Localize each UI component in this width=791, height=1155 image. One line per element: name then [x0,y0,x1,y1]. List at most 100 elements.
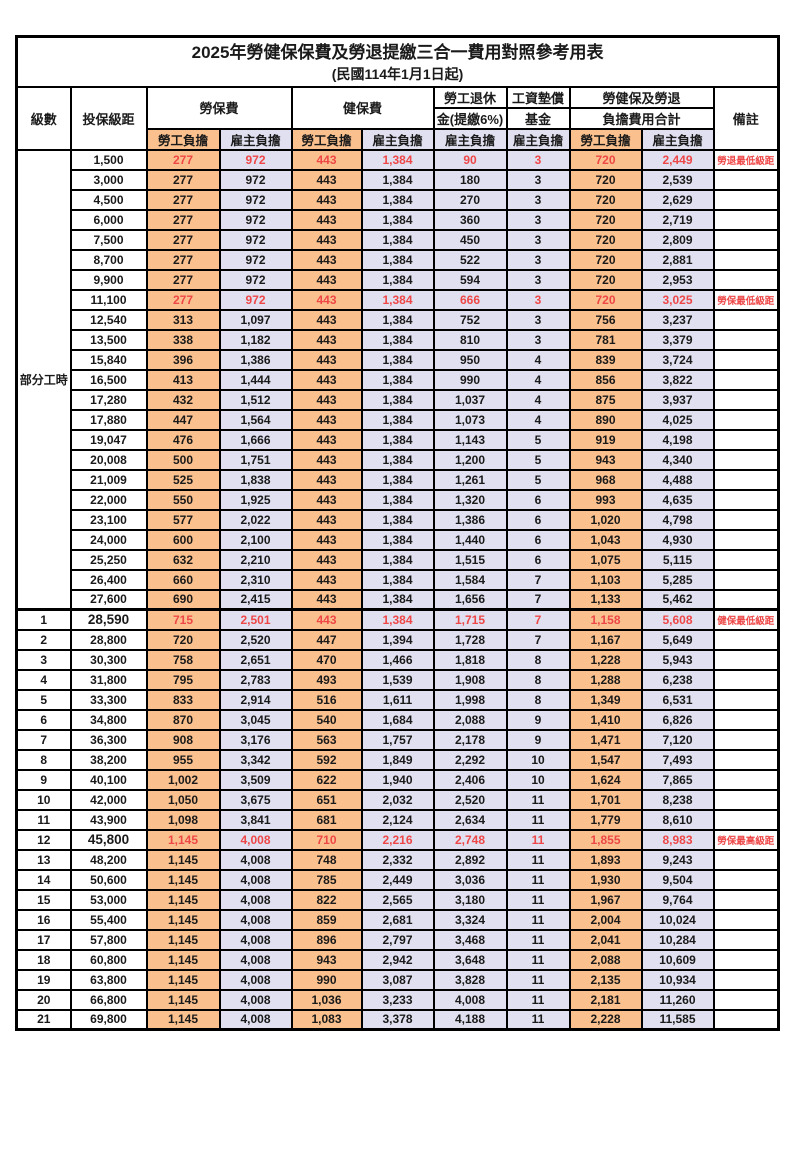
cell-pension-employer: 1,073 [432,408,508,431]
cell-health-employee: 563 [290,728,363,751]
cell-labor-employer: 1,444 [218,368,293,391]
cell-wage-fund-employer: 11 [505,788,571,811]
cell-health-employee: 443 [290,408,363,431]
table-body: 部分工時 1,500 277 972 443 1,384 90 3 720 2,449 勞退最低級距… [15,148,780,1031]
cell-wage-fund-employer: 11 [505,908,571,931]
cell-bracket: 50,600 [69,868,148,891]
cell-remark [712,548,780,571]
cell-labor-employer: 2,501 [218,608,293,631]
cell-total-employer: 5,943 [640,648,715,671]
cell-labor-employer: 3,509 [218,768,293,791]
cell-labor-employer: 1,182 [218,328,293,351]
cell-labor-employer: 2,310 [218,568,293,591]
header-row-3: 勞工負擔 雇主負擔 勞工負擔 雇主負擔 雇主負擔 雇主負擔 勞工負擔 雇主負擔 [17,127,779,151]
cell-total-employer: 6,826 [640,708,715,731]
cell-health-employee: 622 [290,768,363,791]
cell-wage-fund-employer: 11 [505,868,571,891]
cell-labor-employee: 277 [145,248,221,271]
cell-remark [712,348,780,371]
cell-health-employer: 1,940 [360,768,435,791]
cell-labor-employer: 4,008 [218,988,293,1011]
cell-labor-employee: 600 [145,528,221,551]
cell-level: 13 [15,848,72,871]
cell-labor-employer: 4,008 [218,868,293,891]
cell-labor-employee: 277 [145,288,221,311]
cell-health-employer: 1,384 [360,608,435,631]
cell-total-employer: 3,379 [640,328,715,351]
cell-bracket: 27,600 [69,588,148,611]
cell-health-employee: 443 [290,248,363,271]
cell-total-employee: 720 [568,148,643,171]
cell-health-employee: 943 [290,948,363,971]
cell-labor-employee: 1,145 [145,908,221,931]
cell-labor-employer: 2,100 [218,528,293,551]
cell-health-employer: 1,384 [360,408,435,431]
cell-health-employee: 443 [290,448,363,471]
cell-wage-fund-employer: 8 [505,648,571,671]
cell-health-employer: 1,539 [360,668,435,691]
cell-health-employer: 1,394 [360,628,435,651]
cell-bracket: 24,000 [69,528,148,551]
header-row-1: 級數 投保級距 勞保費 健保費 勞工退休 工資墊償 勞健保及勞退 備註 [15,85,780,151]
cell-labor-employer: 972 [218,168,293,191]
cell-total-employer: 2,629 [640,188,715,211]
col-header-total-line1: 勞健保及勞退 [568,85,715,109]
table-row: 部分工時 1,500 277 972 443 1,384 90 3 720 2,449 勞退最低級距 [15,148,780,611]
cell-total-employer: 2,719 [640,208,715,231]
cell-total-employee: 1,020 [568,508,643,531]
cell-health-employer: 2,216 [360,828,435,851]
cell-labor-employer: 2,022 [218,508,293,531]
cell-wage-fund-employer: 3 [505,208,571,231]
cell-pension-employer: 2,178 [432,728,508,751]
cell-labor-employer: 2,783 [218,668,293,691]
cell-pension-employer: 2,892 [432,848,508,871]
cell-wage-fund-employer: 5 [505,448,571,471]
cell-labor-employer: 1,925 [218,488,293,511]
cell-labor-employee: 1,145 [145,848,221,871]
cell-health-employee: 681 [290,808,363,831]
cell-total-employee: 1,930 [568,868,643,891]
cell-pension-employer: 90 [432,148,508,171]
cell-remark [712,268,780,291]
cell-health-employer: 3,233 [360,988,435,1011]
cell-total-employer: 8,610 [640,808,715,831]
cell-labor-employer: 972 [218,268,293,291]
cell-wage-fund-employer: 4 [505,368,571,391]
cell-pension-employer: 2,748 [432,828,508,851]
cell-remark [712,868,780,891]
cell-bracket: 6,000 [69,208,148,231]
cell-health-employer: 1,384 [360,168,435,191]
cell-health-employee: 443 [290,428,363,451]
table-row: 12,540 313 1,097 443 1,384 752 3 756 3,237 [17,308,780,331]
cell-health-employer: 1,384 [360,368,435,391]
cell-remark [712,768,780,791]
cell-total-employee: 1,167 [568,628,643,651]
cell-labor-employer: 1,386 [218,348,293,371]
cell-total-employee: 2,088 [568,948,643,971]
table-row: 21 69,800 1,145 4,008 1,083 3,378 4,188 11 2,228… [15,1008,780,1031]
cell-bracket: 3,000 [69,168,148,191]
cell-labor-employer: 972 [218,228,293,251]
table-row: 16,500 413 1,444 443 1,384 990 4 856 3,822 [17,368,780,391]
cell-remark [712,888,780,911]
cell-remark: 健保最低級距 [712,608,780,631]
cell-remark [712,528,780,551]
cell-health-employer: 1,384 [360,508,435,531]
table-row: 25,250 632 2,210 443 1,384 1,515 6 1,075 5,115 [17,548,780,571]
cell-total-employer: 9,764 [640,888,715,911]
cell-bracket: 17,280 [69,388,148,411]
cell-labor-employee: 870 [145,708,221,731]
cell-level: 16 [15,908,72,931]
cell-wage-fund-employer: 3 [505,268,571,291]
cell-health-employer: 1,384 [360,528,435,551]
cell-total-employee: 1,701 [568,788,643,811]
cell-health-employer: 3,087 [360,968,435,991]
cell-remark [712,1008,780,1031]
cell-labor-employee: 277 [145,188,221,211]
cell-total-employer: 4,488 [640,468,715,491]
cell-level: 12 [15,828,72,851]
cell-total-employee: 1,471 [568,728,643,751]
cell-health-employee: 785 [290,868,363,891]
cell-health-employer: 1,384 [360,388,435,411]
cell-total-employer: 10,934 [640,968,715,991]
